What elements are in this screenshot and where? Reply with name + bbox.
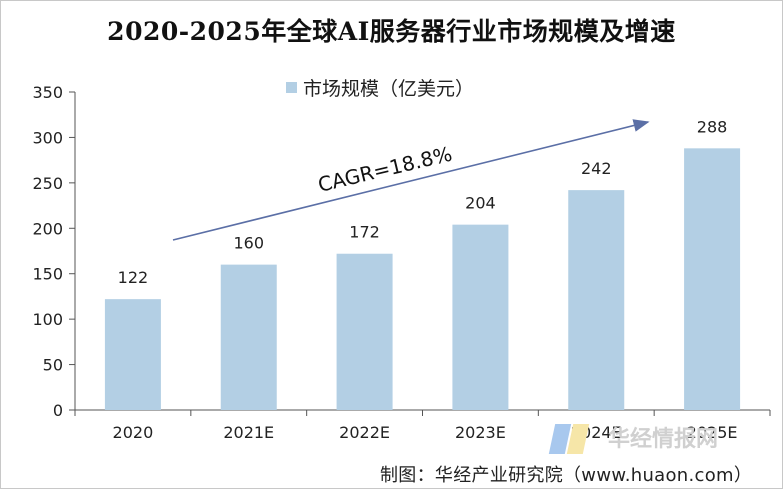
watermark: 华经情报网 <box>548 420 719 454</box>
data-label: 242 <box>581 159 612 178</box>
bar <box>568 190 625 410</box>
data-label: 122 <box>118 268 149 287</box>
x-tick-label: 2021E <box>223 423 274 442</box>
data-label: 172 <box>349 223 380 242</box>
y-tick-label: 200 <box>32 219 63 238</box>
x-tick-label: 2025E <box>687 423 738 442</box>
legend-label: 市场规模（亿美元） <box>303 78 475 100</box>
y-tick-label: 300 <box>32 128 63 147</box>
data-label: 288 <box>697 117 728 136</box>
data-label: 160 <box>233 234 264 253</box>
bar <box>452 224 509 410</box>
chart-title: 2020-2025年全球AI服务器行业市场规模及增速 <box>107 17 676 46</box>
legend-swatch <box>286 82 297 93</box>
bar <box>104 299 161 410</box>
y-axis: 0 50 100 150 200 250 300 350 <box>32 83 76 420</box>
cagr-label: CAGR=18.8% <box>316 142 455 197</box>
x-tick-label: 2022E <box>339 423 390 442</box>
y-tick-label: 100 <box>32 310 63 329</box>
bar <box>684 148 741 410</box>
data-label: 204 <box>465 194 496 213</box>
y-tick-label: 350 <box>32 83 63 102</box>
x-tick-label: 2020 <box>113 423 154 442</box>
cagr-arrow <box>172 119 650 241</box>
watermark-logo-icon <box>548 420 602 454</box>
watermark-text: 华经情报网 <box>608 427 719 452</box>
bar <box>220 264 277 410</box>
y-tick-label: 50 <box>43 356 63 375</box>
y-tick-label: 0 <box>53 401 63 420</box>
bars <box>104 148 741 410</box>
chart-legend: 市场规模（亿美元） <box>286 74 474 101</box>
bar <box>336 253 393 410</box>
y-tick-label: 250 <box>32 174 63 193</box>
data-labels: 122 160 172 204 242 288 <box>118 117 728 287</box>
x-tick-label: 2023E <box>455 423 506 442</box>
source-footer: 制图：华经产业研究院（www.huaon.com） <box>380 465 753 486</box>
y-tick-label: 150 <box>32 265 63 284</box>
